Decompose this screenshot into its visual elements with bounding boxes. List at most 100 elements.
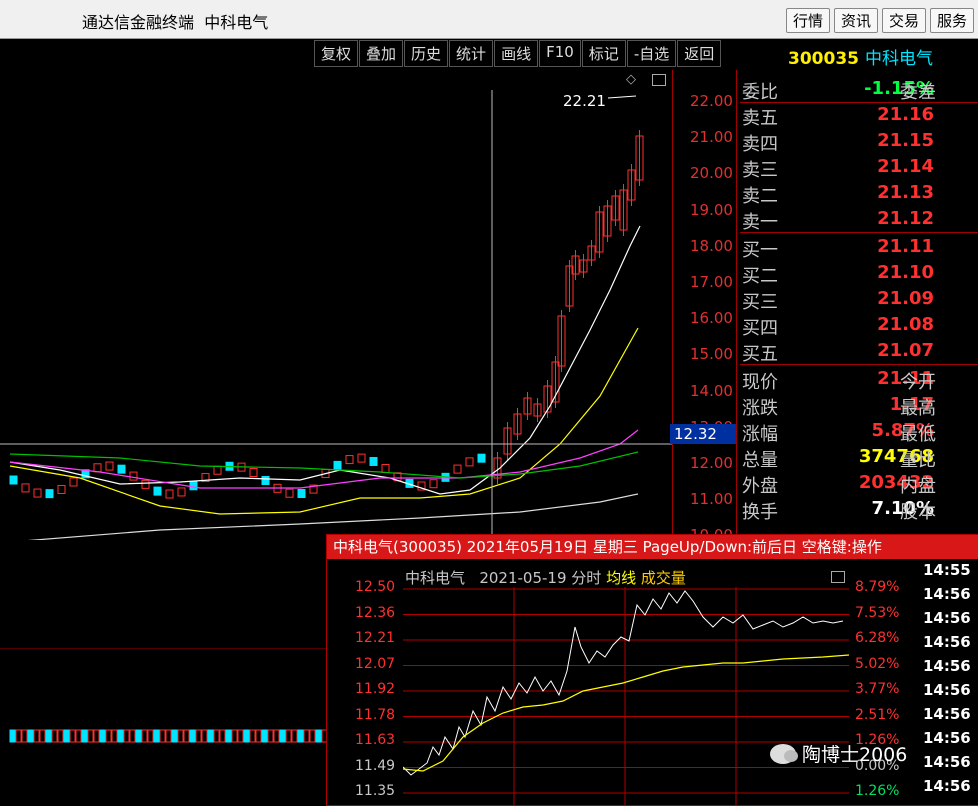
stat-row-label: 总量 — [742, 450, 778, 471]
stat-row: 外盘 203432 内盘 — [740, 472, 978, 498]
popup-left-axis-label: 12.21 — [355, 630, 396, 646]
candle — [429, 479, 438, 489]
menu-jiaoyi[interactable]: 交易 — [881, 8, 926, 33]
stat-row-tail: 最高 — [900, 398, 936, 419]
candle — [57, 484, 66, 494]
bid-row: 买四 21.08 — [740, 314, 978, 340]
bid-row: 买二 21.10 — [740, 262, 978, 288]
toolbar-fuquan-button[interactable]: 复权 — [314, 40, 359, 67]
volume-bar — [81, 729, 88, 743]
weibi-row: 委比 -1.15% 委差 — [740, 78, 978, 104]
volume-bar — [279, 729, 286, 743]
candle — [201, 473, 210, 483]
toolbar-biaoji-button[interactable]: 标记 — [581, 40, 626, 67]
popup-right-axis-label: 2.51% — [855, 706, 900, 723]
popup-right-axis-label: 1.26% — [855, 732, 900, 748]
bid-row-value: 21.10 — [877, 262, 934, 283]
stat-row-label: 换手 — [742, 502, 778, 523]
ask-row: 卖二 21.13 — [740, 182, 978, 208]
ask-row-label: 卖三 — [742, 160, 778, 181]
menu-zixun[interactable]: 资讯 — [833, 8, 878, 33]
bid-row: 买五 21.07 — [740, 340, 978, 366]
time-entry: 14:56 — [923, 633, 971, 651]
candle — [297, 489, 306, 499]
toolbar-tongji-button[interactable]: 统计 — [449, 40, 494, 67]
stat-row-tail: 最低 — [900, 424, 936, 445]
toolbar-huaxian-button[interactable]: 画线 — [494, 40, 539, 67]
stock-name: 中科电气 — [864, 49, 933, 69]
chart-toolbar: 复权 叠加 历史 统计 画线 F10 标记 -自选 返回 — [314, 40, 722, 67]
popup-header[interactable]: 中科电气(300035) 2021年05月19日 星期三 PageUp/Down… — [327, 535, 978, 559]
ask-row: 卖一 21.12 — [740, 208, 978, 234]
popup-left-axis-label: 12.50 — [355, 579, 396, 595]
popup-expand-icon[interactable] — [831, 571, 845, 583]
weibi-label: 委比 — [742, 82, 778, 103]
kline-chart[interactable] — [0, 66, 672, 540]
volume-bar — [87, 729, 94, 743]
crosshair-price-tag: 12.32 — [670, 424, 736, 444]
weibi-value: -1.15% — [864, 78, 934, 99]
volume-bar — [165, 729, 172, 743]
top-menu: 行情 资讯 交易 服务 — [785, 8, 974, 33]
toolbar-fanhui-button[interactable]: 返回 — [677, 40, 722, 67]
bid-row-label: 买三 — [742, 292, 778, 313]
volume-bar — [147, 729, 154, 743]
candle — [381, 464, 390, 474]
volume-bar — [189, 729, 196, 743]
volume-bar — [21, 729, 28, 743]
ask-row-label: 卖一 — [742, 212, 778, 233]
volume-bar — [303, 729, 310, 743]
ask-row-label: 卖四 — [742, 134, 778, 155]
popup-left-axis-label: 11.92 — [355, 681, 396, 697]
time-entry: 14:56 — [923, 681, 971, 699]
popup-subtitle: 中科电气 2021-05-19 分时 均线 成交量 — [405, 569, 686, 587]
popup-left-axis-label: 11.78 — [355, 706, 396, 723]
toolbar-diejia-button[interactable]: 叠加 — [359, 40, 404, 67]
weicha-label: 委差 — [900, 82, 936, 103]
price-axis-label: 20.00 — [690, 164, 733, 183]
price-axis-label: 14.00 — [690, 381, 733, 400]
candle — [45, 489, 54, 499]
volume-bar — [195, 729, 202, 743]
intraday-popup[interactable]: 中科电气(300035) 2021年05月19日 星期三 PageUp/Down… — [326, 534, 978, 806]
ask-row-value: 21.12 — [877, 208, 934, 229]
popup-right-axis-label: 6.28% — [855, 630, 900, 646]
volume-bar — [117, 729, 124, 743]
volume-bar — [171, 729, 178, 743]
window-title: 通达信金融终端 中科电气 — [82, 13, 269, 32]
ma-line-green — [9, 451, 639, 479]
volume-bar — [141, 729, 148, 743]
ask-row: 卖三 21.14 — [740, 156, 978, 182]
toolbar-lishi-button[interactable]: 历史 — [404, 40, 449, 67]
menu-hangqing[interactable]: 行情 — [785, 8, 830, 33]
price-axis-label: 22.00 — [690, 92, 733, 110]
volume-bar — [69, 729, 76, 743]
expand-icon[interactable] — [652, 74, 666, 86]
candle — [105, 461, 114, 471]
volume-bar — [321, 729, 326, 743]
stock-title: 300035 中科电气 — [788, 44, 933, 69]
candle — [309, 484, 318, 494]
price-axis-label: 18.00 — [690, 236, 733, 255]
candle — [177, 487, 186, 497]
time-entry: 14:56 — [923, 753, 971, 771]
volume-bar — [129, 729, 136, 743]
volume-strip — [0, 648, 326, 743]
wechat-icon — [770, 743, 798, 764]
stock-code: 300035 — [788, 49, 859, 69]
divider-3 — [740, 364, 978, 365]
volume-bar — [297, 729, 304, 743]
ask-row: 卖四 21.15 — [740, 130, 978, 156]
diamond-icon[interactable]: ◇ — [626, 72, 636, 87]
toolbar-zixuan-button[interactable]: -自选 — [626, 40, 677, 67]
volume-bar — [219, 729, 226, 743]
menu-fuwu[interactable]: 服务 — [929, 8, 974, 33]
popup-right-axis-label: 0.00% — [855, 757, 900, 774]
toolbar-f10-button[interactable]: F10 — [539, 40, 581, 67]
ask-row-label: 卖二 — [742, 186, 778, 207]
price-axis-label: 21.00 — [690, 128, 733, 147]
bid-row-label: 买四 — [742, 318, 778, 339]
stat-row-tail: 今开 — [900, 372, 936, 393]
price-axis-label: 11.00 — [690, 490, 733, 509]
stat-row: 现价 21.11 今开 — [740, 368, 978, 394]
